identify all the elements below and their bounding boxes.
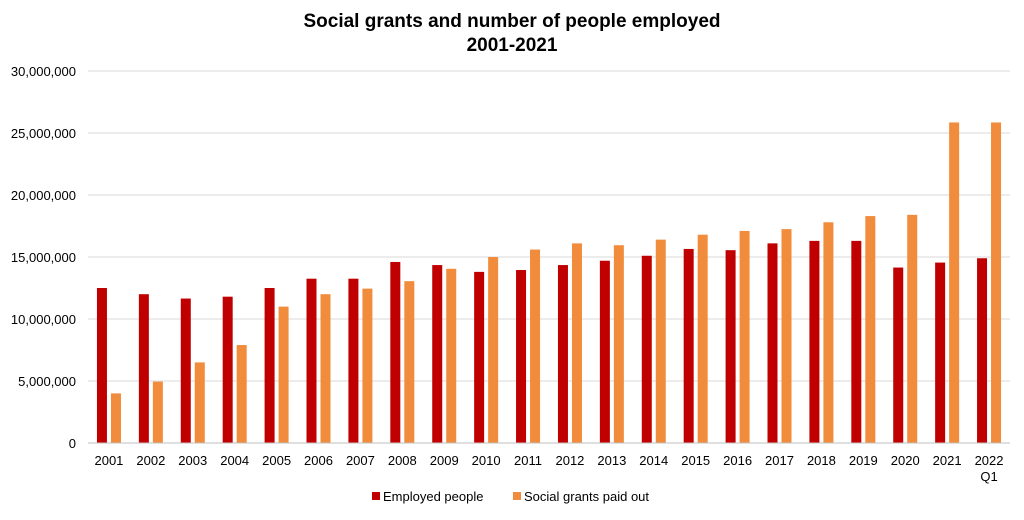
x-tick-label: Q1 — [980, 469, 997, 484]
y-tick-label: 10,000,000 — [11, 312, 76, 327]
bar-employed-people — [390, 261, 401, 443]
bar-employed-people — [306, 278, 317, 443]
x-tick-label: 2013 — [597, 453, 626, 468]
legend: Employed people Social grants paid out — [372, 489, 649, 504]
x-tick-label: 2004 — [220, 453, 249, 468]
bar-social-grants — [530, 249, 541, 443]
bar-social-grants — [739, 230, 750, 443]
bar-social-grants — [655, 239, 666, 443]
x-tick-label: 2009 — [430, 453, 459, 468]
y-tick-label: 20,000,000 — [11, 188, 76, 203]
legend-swatch-social-grants — [513, 492, 521, 500]
x-tick-label: 2012 — [555, 453, 584, 468]
bar-employed-people — [641, 255, 652, 443]
bar-social-grants — [152, 381, 163, 443]
y-tick-label: 5,000,000 — [18, 374, 76, 389]
chart-title-line-1: Social grants and number of people emplo… — [303, 11, 720, 32]
bar-social-grants — [404, 281, 415, 443]
bar-employed-people — [474, 271, 485, 443]
x-tick-label: 2003 — [178, 453, 207, 468]
bars — [96, 122, 1002, 444]
y-tick-label: 25,000,000 — [11, 126, 76, 141]
bar-social-grants — [278, 306, 289, 443]
bar-social-grants — [488, 257, 499, 443]
bar-employed-people — [348, 278, 359, 443]
bar-employed-people — [222, 296, 233, 443]
x-tick-label: 2014 — [639, 453, 668, 468]
x-tick-label: 2020 — [891, 453, 920, 468]
legend-label-social-grants: Social grants paid out — [524, 489, 649, 504]
x-tick-label: 2015 — [681, 453, 710, 468]
legend-label-employed-people: Employed people — [383, 489, 483, 504]
bar-social-grants — [446, 268, 457, 443]
bar-employed-people — [516, 270, 527, 443]
x-tick-label: 2011 — [514, 453, 542, 468]
chart-title-line-2: 2001-2021 — [467, 35, 558, 56]
x-tick-label: 2021 — [933, 453, 962, 468]
y-axis-ticks: 0 5,000,000 10,000,000 15,000,000 20,000,000… — [11, 64, 76, 451]
bar-social-grants — [907, 214, 918, 443]
x-tick-label: 2007 — [346, 453, 375, 468]
bar-employed-people — [683, 248, 694, 443]
x-tick-label: 2018 — [807, 453, 836, 468]
x-tick-label: 2008 — [388, 453, 417, 468]
bar-employed-people — [599, 260, 610, 443]
bar-social-grants — [571, 243, 582, 443]
x-tick-label: 2019 — [849, 453, 878, 468]
bar-employed-people — [809, 240, 820, 443]
bar-employed-people — [725, 250, 736, 443]
x-axis-ticks: 2001 2002 2003 2004 2005 2006 2007 2008 2009 2010… — [94, 453, 1003, 484]
x-tick-label: 2017 — [765, 453, 794, 468]
legend-swatch-employed-people — [372, 492, 380, 500]
bar-employed-people — [767, 243, 778, 443]
bar-employed-people — [96, 288, 107, 443]
y-tick-label: 15,000,000 — [11, 250, 76, 265]
bar-social-grants — [865, 216, 876, 443]
bar-employed-people — [977, 258, 988, 443]
bar-employed-people — [138, 294, 149, 443]
bar-social-grants — [823, 222, 834, 443]
y-tick-label: 0 — [69, 436, 76, 451]
x-tick-label: 2006 — [304, 453, 333, 468]
bar-social-grants — [991, 122, 1002, 444]
y-tick-label: 30,000,000 — [11, 64, 76, 79]
bar-employed-people — [557, 265, 568, 443]
bar-employed-people — [432, 265, 443, 443]
bar-social-grants — [613, 245, 624, 443]
x-tick-label: 2016 — [723, 453, 752, 468]
bar-employed-people — [180, 298, 191, 443]
bar-social-grants — [949, 122, 960, 444]
x-tick-label: 2022 — [975, 453, 1004, 468]
bar-employed-people — [851, 240, 862, 443]
bar-social-grants — [110, 393, 121, 443]
bar-social-grants — [236, 345, 247, 443]
bar-social-grants — [194, 362, 205, 443]
x-tick-label: 2010 — [472, 453, 501, 468]
bar-social-grants — [362, 288, 373, 443]
bar-social-grants — [781, 229, 792, 443]
bar-employed-people — [935, 262, 946, 443]
bar-social-grants — [697, 234, 708, 443]
x-tick-label: 2002 — [136, 453, 165, 468]
bar-employed-people — [893, 267, 904, 443]
x-tick-label: 2001 — [94, 453, 123, 468]
bar-employed-people — [264, 288, 275, 443]
x-tick-label: 2005 — [262, 453, 291, 468]
bar-social-grants — [320, 294, 331, 443]
